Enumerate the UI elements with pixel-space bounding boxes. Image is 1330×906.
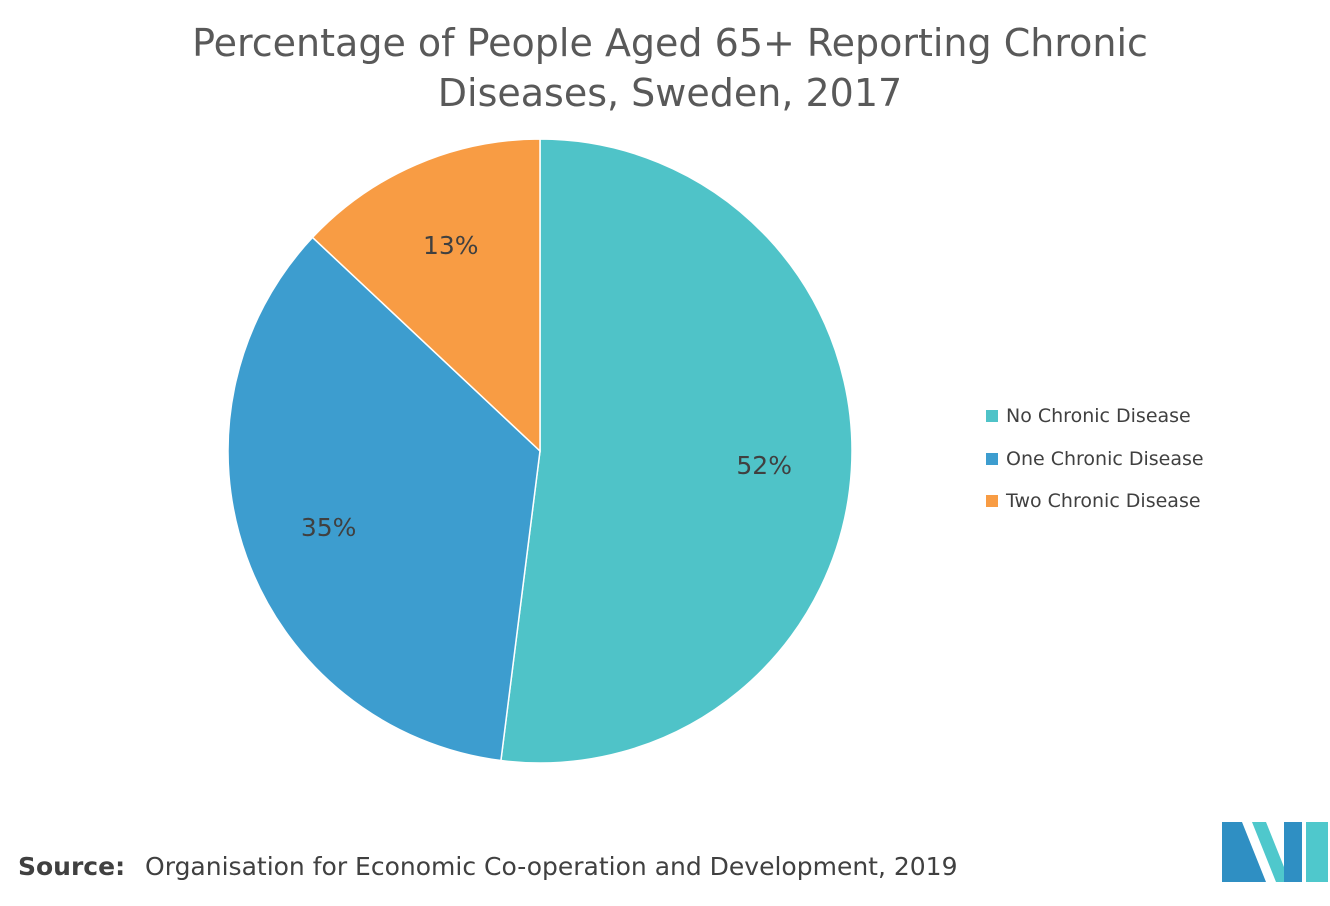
legend: No Chronic Disease One Chronic Disease T… bbox=[986, 395, 1204, 523]
legend-item-one-chronic-disease: One Chronic Disease bbox=[986, 438, 1204, 481]
source-label: Source: bbox=[18, 852, 126, 881]
logo-shape-right-a bbox=[1284, 822, 1302, 882]
logo-shape-mid bbox=[1252, 822, 1290, 882]
legend-swatch-no-chronic-disease bbox=[986, 410, 998, 423]
legend-label-no-chronic-disease: No Chronic Disease bbox=[1006, 405, 1191, 428]
source-note: Source: Organisation for Economic Co-ope… bbox=[18, 852, 958, 881]
legend-label-one-chronic-disease: One Chronic Disease bbox=[1006, 447, 1204, 470]
logo-shape-right-b bbox=[1306, 822, 1328, 882]
data-label-one-chronic-disease: 35% bbox=[301, 513, 357, 542]
source-text: Organisation for Economic Co-operation a… bbox=[145, 852, 958, 881]
mordor-logo-icon bbox=[1222, 822, 1328, 882]
chart-title-line-1: Percentage of People Aged 65+ Reporting … bbox=[192, 21, 1148, 65]
legend-label-two-chronic-disease: Two Chronic Disease bbox=[1006, 490, 1201, 513]
legend-swatch-two-chronic-disease bbox=[986, 495, 998, 508]
legend-item-two-chronic-disease: Two Chronic Disease bbox=[986, 480, 1204, 523]
chart-title: Percentage of People Aged 65+ Reporting … bbox=[140, 18, 1200, 118]
data-label-two-chronic-disease: 13% bbox=[423, 231, 479, 260]
pie-slice-no-chronic-disease bbox=[500, 138, 853, 764]
chart-title-line-2: Diseases, Sweden, 2017 bbox=[437, 71, 903, 115]
logo-shape-left bbox=[1222, 822, 1266, 882]
pie-slice-two-chronic-disease bbox=[311, 138, 541, 453]
pie-slice-one-chronic-disease bbox=[227, 236, 541, 762]
data-label-no-chronic-disease: 52% bbox=[736, 451, 792, 480]
legend-item-no-chronic-disease: No Chronic Disease bbox=[986, 395, 1204, 438]
legend-swatch-one-chronic-disease bbox=[986, 452, 998, 465]
